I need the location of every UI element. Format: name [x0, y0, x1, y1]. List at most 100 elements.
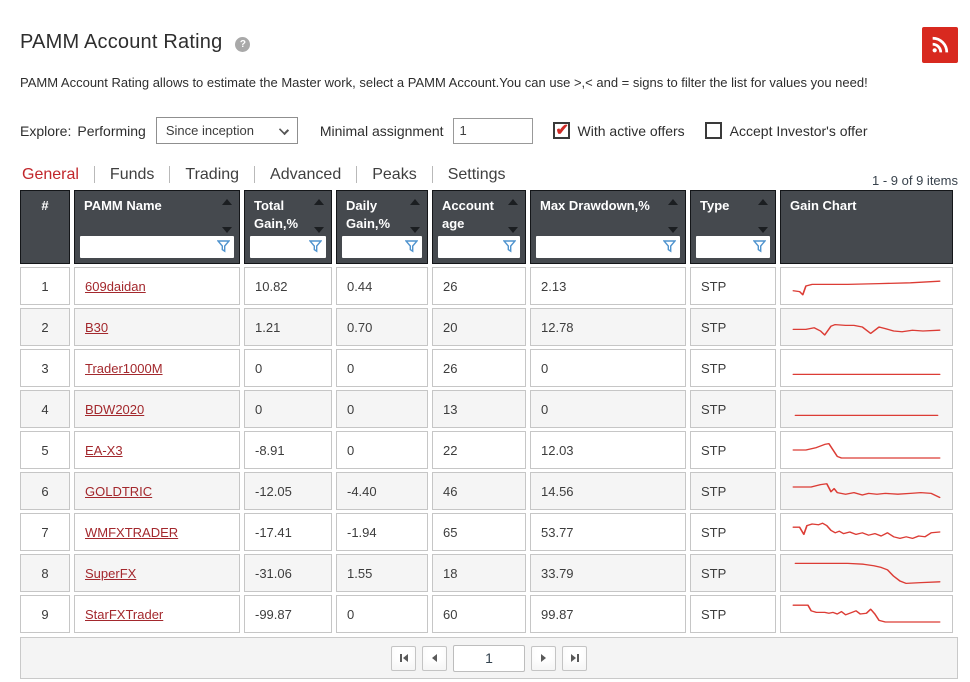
minimal-assignment-input[interactable]	[452, 117, 533, 144]
row-index: 3	[20, 349, 70, 387]
account-age-cell: 18	[432, 554, 526, 592]
tab-advanced[interactable]: Advanced	[270, 166, 342, 183]
minimal-assignment-label: Minimal assignment	[319, 122, 444, 139]
pamm-name-cell: Trader1000M	[74, 349, 240, 387]
filter-funnel-icon[interactable]	[503, 240, 516, 253]
table-header-row: # PAMM Name Total Gain,% Daily Gain,%	[20, 190, 953, 264]
sort-arrows[interactable]	[668, 199, 678, 233]
rss-button[interactable]	[922, 27, 958, 63]
help-icon[interactable]: ?	[235, 36, 251, 52]
gain-chart-cell	[780, 349, 953, 387]
first-page-button[interactable]	[391, 645, 416, 671]
daily-gain-cell: 1.55	[336, 554, 428, 592]
column-header-pamm-name[interactable]: PAMM Name	[74, 190, 240, 264]
daily-gain-cell: -4.40	[336, 472, 428, 510]
filter-input[interactable]	[250, 236, 326, 258]
filter-type[interactable]	[696, 236, 770, 258]
tab-funds[interactable]: Funds	[109, 166, 155, 183]
sort-arrows[interactable]	[410, 199, 420, 233]
row-index: 6	[20, 472, 70, 510]
table-row: 2 B30 1.21 0.70 20 12.78 STP	[20, 308, 953, 346]
pamm-name-link[interactable]: BDW2020	[85, 401, 145, 417]
sort-down-icon	[314, 227, 324, 233]
gain-chart-cell	[780, 390, 953, 428]
column-header-max-drawdown[interactable]: Max Drawdown,%	[530, 190, 686, 264]
prev-page-button[interactable]	[422, 645, 447, 671]
filter-input[interactable]	[342, 236, 422, 258]
table-footer	[20, 637, 958, 679]
rss-icon	[932, 36, 949, 53]
tab-general[interactable]: General	[22, 166, 79, 183]
last-page-button[interactable]	[562, 645, 587, 671]
sort-arrows[interactable]	[508, 199, 518, 233]
filter-pamm-name[interactable]	[80, 236, 234, 258]
total-gain-cell: -8.91	[244, 431, 332, 469]
pamm-name-link[interactable]: StarFXTrader	[85, 606, 164, 622]
tab-peaks[interactable]: Peaks	[372, 166, 417, 183]
filter-funnel-icon[interactable]	[217, 240, 230, 253]
pamm-name-cell: StarFXTrader	[74, 595, 240, 633]
filter-input[interactable]	[438, 236, 520, 258]
max-drawdown-cell: 0	[530, 349, 686, 387]
rating-table: # PAMM Name Total Gain,% Daily Gain,%	[16, 187, 957, 636]
filter-funnel-icon[interactable]	[663, 240, 676, 253]
gain-chart-cell	[780, 554, 953, 592]
sort-arrows[interactable]	[758, 199, 768, 233]
column-header-account-age[interactable]: Account age	[432, 190, 526, 264]
sort-arrows[interactable]	[314, 199, 324, 233]
filter-funnel-icon[interactable]	[753, 240, 766, 253]
type-cell: STP	[690, 349, 776, 387]
account-age-cell: 13	[432, 390, 526, 428]
total-gain-cell: 0	[244, 349, 332, 387]
daily-gain-cell: 0.44	[336, 267, 428, 305]
row-index: 9	[20, 595, 70, 633]
pamm-name-link[interactable]: SuperFX	[85, 565, 137, 581]
page-description: PAMM Account Rating allows to estimate t…	[20, 75, 868, 90]
filter-input[interactable]	[536, 236, 680, 258]
total-gain-cell: -12.05	[244, 472, 332, 510]
pamm-name-link[interactable]: EA-X3	[85, 442, 123, 458]
daily-gain-cell: 0	[336, 431, 428, 469]
account-age-cell: 60	[432, 595, 526, 633]
filter-total-gain[interactable]	[250, 236, 326, 258]
tab-trading[interactable]: Trading	[185, 166, 240, 183]
filter-funnel-icon[interactable]	[309, 240, 322, 253]
sort-arrows[interactable]	[222, 199, 232, 233]
pamm-name-link[interactable]: Trader1000M	[85, 360, 163, 376]
sort-up-icon	[758, 199, 768, 205]
max-drawdown-cell: 14.56	[530, 472, 686, 510]
next-page-button[interactable]	[531, 645, 556, 671]
with-active-offers-checkbox[interactable]: ✔ With active offers	[552, 122, 685, 139]
account-age-cell: 22	[432, 431, 526, 469]
account-age-cell: 20	[432, 308, 526, 346]
last-page-icon	[570, 654, 576, 662]
filter-daily-gain[interactable]	[342, 236, 422, 258]
period-select[interactable]: Since inception	[155, 117, 298, 144]
row-index: 2	[20, 308, 70, 346]
filter-input[interactable]	[80, 236, 234, 258]
type-cell: STP	[690, 554, 776, 592]
pamm-name-link[interactable]: GOLDTRIC	[85, 483, 153, 499]
filter-account-age[interactable]	[438, 236, 520, 258]
max-drawdown-cell: 12.03	[530, 431, 686, 469]
accept-investors-offer-checkbox[interactable]: ✔ Accept Investor's offer	[704, 122, 867, 139]
account-age-cell: 46	[432, 472, 526, 510]
titlebar: PAMM Account Rating ?	[20, 0, 958, 54]
column-header-daily-gain[interactable]: Daily Gain,%	[336, 190, 428, 264]
tab-settings[interactable]: Settings	[447, 166, 506, 183]
column-header-type[interactable]: Type	[690, 190, 776, 264]
page-number-input[interactable]	[453, 644, 525, 672]
pamm-name-link[interactable]: WMFXTRADER	[85, 524, 179, 540]
next-page-icon	[541, 654, 546, 662]
pamm-name-link[interactable]: B30	[85, 319, 109, 335]
table-row: 4 BDW2020 0 0 13 0 STP	[20, 390, 953, 428]
max-drawdown-cell: 99.87	[530, 595, 686, 633]
filter-max-drawdown[interactable]	[536, 236, 680, 258]
sort-down-icon	[410, 227, 420, 233]
sort-up-icon	[314, 199, 324, 205]
filter-input[interactable]	[696, 236, 770, 258]
filter-funnel-icon[interactable]	[405, 240, 418, 253]
pamm-name-link[interactable]: 609daidan	[85, 278, 146, 294]
column-header-total-gain[interactable]: Total Gain,%	[244, 190, 332, 264]
